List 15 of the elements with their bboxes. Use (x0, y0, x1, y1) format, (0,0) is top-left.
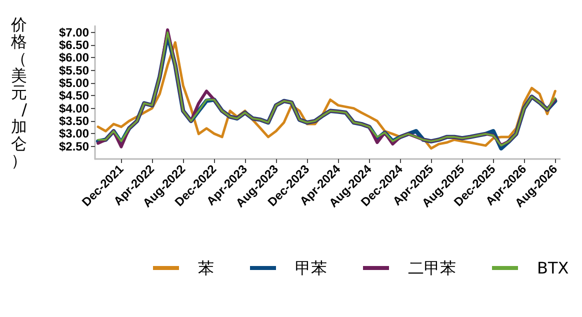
y-tick-label: $4.00 (58, 101, 90, 116)
y-tick-label: $6.00 (58, 50, 90, 65)
y-tick-label: $5.00 (58, 76, 90, 90)
legend-label: 苯 (198, 258, 214, 278)
y-tick-label: $6.50 (58, 38, 90, 52)
y-tick-label: $3.50 (58, 114, 90, 128)
legend-label: 二甲苯 (408, 258, 456, 278)
legend-label: BTX (537, 258, 569, 278)
y-tick-label: $3.00 (58, 126, 90, 141)
legend-label: 甲苯 (295, 258, 327, 278)
y-tick-label: $4.50 (58, 88, 90, 103)
text: 价格（美元/加仑） (11, 15, 27, 170)
y-tick-label: $7.00 (58, 25, 90, 40)
y-tick-label: $2.50 (58, 139, 90, 154)
y-tick-label: $5.50 (58, 63, 90, 78)
